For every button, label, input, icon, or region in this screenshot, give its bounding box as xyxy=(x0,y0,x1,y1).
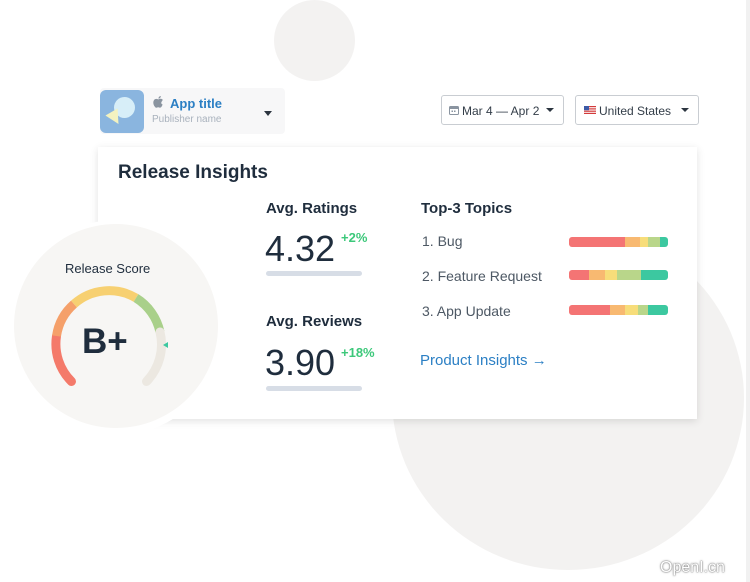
page-edge xyxy=(746,0,750,582)
topic-item[interactable]: 2. Feature Request xyxy=(422,268,542,284)
release-score-gauge xyxy=(51,286,168,386)
topic-bar-segment xyxy=(569,305,610,315)
topic-bar-segment xyxy=(640,237,649,247)
app-title[interactable]: App title xyxy=(170,96,222,111)
topic-bar-segment xyxy=(604,270,618,280)
topic-bar-segment xyxy=(625,305,639,315)
country-dropdown[interactable]: United States xyxy=(575,95,699,125)
topic-bar-segment xyxy=(588,270,605,280)
topic-bar-segment xyxy=(648,237,661,247)
chevron-down-icon xyxy=(681,108,689,112)
topic-bar-segment xyxy=(609,305,626,315)
app-selector[interactable] xyxy=(100,88,285,134)
publisher-name: Publisher name xyxy=(152,114,222,125)
chevron-down-icon xyxy=(546,108,554,112)
avg-reviews-bar xyxy=(266,386,362,391)
avg-reviews-delta: +18% xyxy=(341,345,375,360)
topic-sentiment-bar xyxy=(569,237,668,247)
topic-sentiment-bar xyxy=(569,305,668,315)
topic-bar-segment xyxy=(617,270,642,280)
date-range-label: Mar 4 — Apr 2 xyxy=(462,104,540,118)
topic-bar-segment xyxy=(569,270,589,280)
topic-item[interactable]: 1. Bug xyxy=(422,233,463,249)
topic-bar-segment xyxy=(638,305,649,315)
release-score-title: Release Score xyxy=(65,261,151,276)
app-icon xyxy=(100,90,144,133)
release-score-grade: B+ xyxy=(82,322,128,361)
app-icon-bubble xyxy=(114,97,135,118)
chevron-down-icon xyxy=(264,111,272,116)
avg-reviews-heading: Avg. Reviews xyxy=(266,313,363,330)
country-label: United States xyxy=(599,104,672,118)
date-range-dropdown[interactable]: Mar 4 — Apr 2 xyxy=(441,95,564,125)
release-score-panel xyxy=(14,224,218,428)
topic-bar-segment xyxy=(625,237,641,247)
product-insights-link[interactable]: Product Insights → xyxy=(420,352,547,369)
watermark: OpenI.cn xyxy=(660,559,725,576)
avg-ratings-bar xyxy=(266,271,362,276)
topic-bar-segment xyxy=(648,305,668,315)
topic-bar-segment xyxy=(569,237,626,247)
apple-icon xyxy=(153,96,163,108)
gauge-marker xyxy=(163,342,168,348)
decorative-circle-top xyxy=(274,0,355,81)
avg-ratings-heading: Avg. Ratings xyxy=(266,200,358,217)
top-topics-heading: Top-3 Topics xyxy=(421,200,513,217)
avg-ratings-delta: +2% xyxy=(341,230,368,245)
topic-bar-segment xyxy=(660,237,668,247)
calendar-icon xyxy=(449,106,459,115)
page-title: Release Insights xyxy=(118,162,268,183)
topic-bar-segment xyxy=(641,270,668,280)
avg-reviews-value: 3.90 xyxy=(265,342,336,383)
topic-sentiment-bar xyxy=(569,270,668,280)
us-flag-icon xyxy=(584,106,596,114)
avg-ratings-value: 4.32 xyxy=(265,228,336,269)
topic-item[interactable]: 3. App Update xyxy=(422,303,511,319)
